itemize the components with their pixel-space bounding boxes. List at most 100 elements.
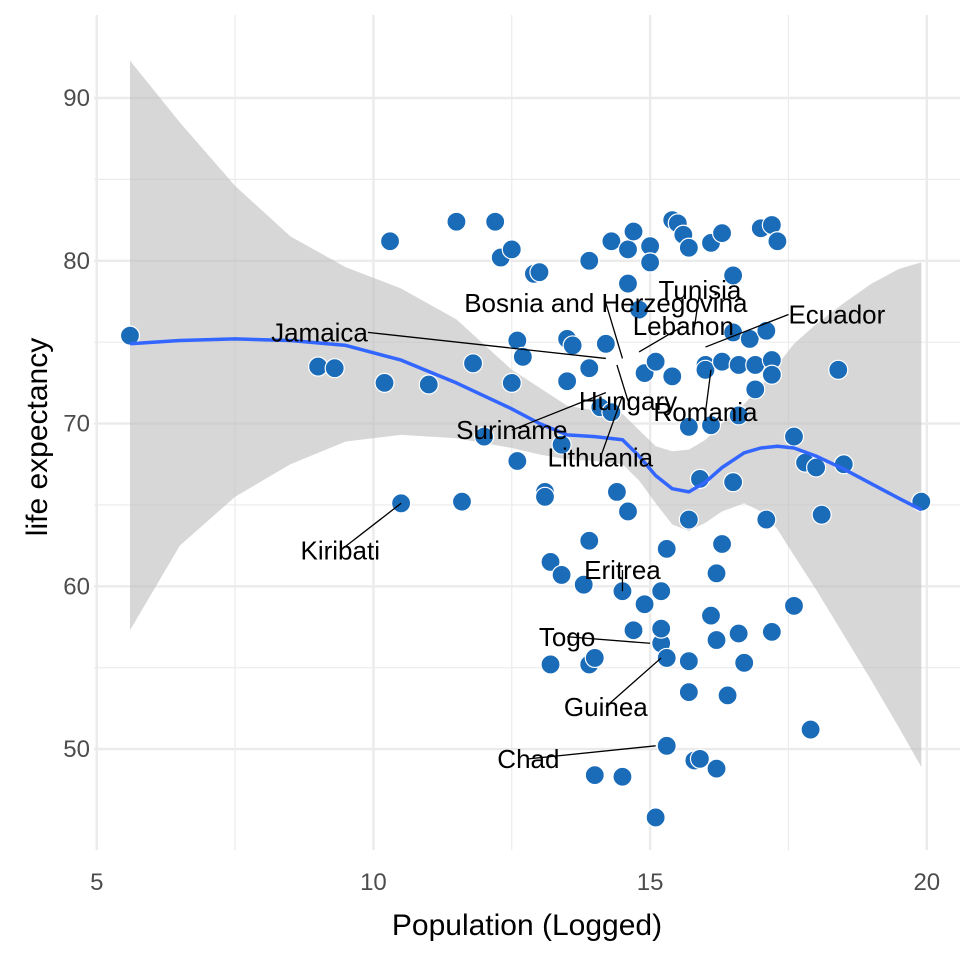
data-point [451, 491, 473, 512]
data-point [651, 618, 672, 639]
data-point [474, 426, 495, 447]
data-point [723, 472, 744, 493]
data-point [756, 320, 777, 341]
data-point [540, 551, 561, 573]
data-point [379, 231, 401, 252]
point-label: Kiribati [301, 536, 380, 566]
data-point [617, 273, 639, 294]
data-point [540, 654, 561, 675]
data-point [562, 335, 583, 356]
data-point [557, 371, 578, 392]
data-point [717, 685, 738, 706]
confidence-band-layer [130, 60, 922, 768]
data-point [119, 325, 141, 346]
data-point [706, 563, 727, 584]
data-point [767, 231, 788, 252]
data-point [728, 405, 749, 426]
x-tick-label: 10 [360, 869, 387, 896]
data-point [656, 735, 677, 756]
y-tick-label: 80 [63, 248, 90, 275]
data-point [324, 358, 345, 379]
x-tick-label: 20 [913, 869, 940, 896]
data-point [662, 366, 683, 387]
data-point [745, 354, 766, 376]
point-label: Eritrea [584, 555, 661, 585]
data-point [700, 415, 722, 436]
x-axis-title: Population (Logged) [392, 909, 662, 942]
data-point [628, 299, 650, 320]
data-point [711, 351, 733, 372]
x-tick-label: 15 [637, 869, 664, 896]
data-point [512, 346, 533, 367]
data-point [595, 333, 616, 354]
data-point [728, 623, 749, 644]
label-leader-line [339, 502, 402, 552]
data-point [645, 807, 666, 828]
confidence-band [130, 60, 922, 768]
y-tick-label: 50 [63, 736, 90, 763]
point-label: Jamaica [271, 317, 368, 347]
data-point [612, 766, 633, 787]
data-point [507, 450, 528, 472]
smooth-line [129, 337, 923, 512]
data-point [579, 358, 600, 379]
label-leader-line [367, 331, 606, 360]
data-point [617, 239, 639, 260]
label-leader-line [638, 325, 684, 353]
data-point [678, 682, 699, 703]
point-label: Romania [653, 397, 758, 427]
y-tick-label: 70 [63, 411, 90, 438]
point-label: Suriname [456, 415, 567, 445]
data-point [800, 719, 821, 740]
data-point [418, 374, 439, 395]
data-point [617, 501, 639, 522]
label-leader-line [616, 364, 629, 401]
data-point [678, 651, 699, 672]
data-point [634, 594, 655, 615]
data-point [446, 211, 467, 232]
data-point [640, 252, 661, 273]
point-label: Guinea [564, 692, 648, 722]
data-point [579, 250, 600, 271]
data-point [551, 434, 572, 455]
data-point [374, 372, 395, 393]
data-point [529, 262, 550, 283]
data-point [689, 748, 711, 769]
data-point [745, 379, 766, 400]
data-point [678, 509, 699, 530]
tick-labels-layer: 5 10 15 20 50 60 70 80 90 [63, 85, 940, 896]
y-tick-label: 90 [63, 85, 90, 112]
data-point [551, 564, 572, 586]
data-point [462, 353, 484, 374]
x-tick-label: 5 [90, 869, 103, 896]
data-point [711, 223, 733, 244]
data-point [656, 538, 677, 559]
label-leader-line [705, 313, 789, 348]
data-point [734, 652, 755, 673]
y-tick-label: 60 [63, 573, 90, 600]
data-point [606, 481, 628, 503]
label-leader-line [605, 657, 662, 708]
point-label: Lebanon [633, 311, 734, 341]
label-leader-line [704, 369, 712, 413]
data-point [584, 647, 605, 669]
point-label: Bosnia and Herzegovina [464, 288, 748, 318]
data-point [706, 629, 727, 651]
data-point [656, 647, 677, 669]
data-point [761, 364, 782, 385]
data-point [783, 595, 805, 616]
y-axis-title: life expectancy [21, 338, 54, 536]
label-leader-line [567, 636, 651, 644]
data-point [678, 416, 699, 437]
data-points-layer [119, 209, 932, 828]
data-point [783, 426, 805, 447]
data-point [623, 620, 644, 641]
point-label: Chad [497, 744, 559, 774]
data-point [601, 231, 622, 252]
label-leader-line [528, 745, 656, 760]
data-point [678, 237, 699, 258]
smooth-line-layer [129, 337, 923, 512]
label-leader-line [693, 289, 701, 328]
